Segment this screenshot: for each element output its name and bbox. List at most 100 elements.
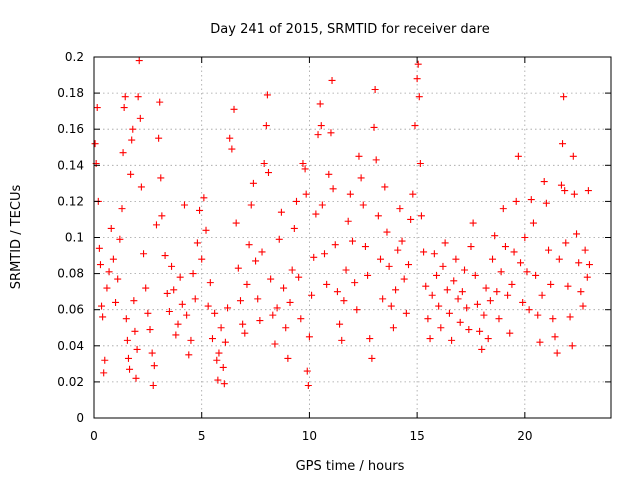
data-point (377, 255, 385, 263)
data-point (174, 320, 182, 328)
data-point (433, 271, 441, 279)
data-point (191, 295, 199, 303)
data-point (228, 145, 236, 153)
data-point (297, 315, 305, 323)
data-point (202, 226, 210, 234)
data-point (333, 288, 341, 296)
data-point (105, 268, 113, 276)
data-point (196, 206, 204, 214)
data-point (176, 273, 184, 281)
data-point (292, 197, 300, 205)
data-point (471, 271, 479, 279)
data-point (424, 315, 432, 323)
data-point (204, 302, 212, 310)
data-point (577, 288, 585, 296)
data-point (371, 85, 379, 93)
data-point (129, 125, 137, 133)
data-point (158, 212, 166, 220)
data-point (312, 210, 320, 218)
x-tick-label: 0 (90, 429, 98, 443)
x-tick-label: 20 (517, 429, 532, 443)
data-point (200, 194, 208, 202)
data-point (314, 131, 322, 139)
data-point (461, 266, 469, 274)
data-point (374, 212, 382, 220)
data-point (519, 298, 527, 306)
data-point (573, 230, 581, 238)
data-point (379, 295, 387, 303)
data-point (396, 205, 404, 213)
data-point (370, 123, 378, 131)
data-point (91, 140, 99, 148)
data-point (136, 114, 144, 122)
data-point (441, 239, 449, 247)
data-point (344, 217, 352, 225)
data-point (368, 354, 376, 362)
data-point (95, 244, 103, 252)
data-point (140, 250, 148, 258)
data-point (305, 333, 313, 341)
data-point (456, 318, 464, 326)
data-point (486, 297, 494, 305)
data-point (299, 159, 307, 167)
data-point (555, 255, 563, 263)
data-point (152, 221, 160, 229)
data-point (484, 335, 492, 343)
y-tick-label: 0.14 (57, 158, 84, 172)
data-point (383, 228, 391, 236)
data-point (325, 170, 333, 178)
data-point (426, 335, 434, 343)
data-point (198, 255, 206, 263)
data-point (288, 266, 296, 274)
data-point (361, 243, 369, 251)
data-point (280, 284, 288, 292)
data-point (150, 362, 158, 370)
data-point (538, 291, 546, 299)
data-point (165, 308, 173, 316)
data-point (114, 275, 122, 283)
data-point (534, 311, 542, 319)
data-point (107, 224, 115, 232)
data-point (547, 280, 555, 288)
data-point (135, 57, 143, 65)
data-point (566, 313, 574, 321)
data-point (133, 345, 141, 353)
data-point (463, 304, 471, 312)
data-point (99, 313, 107, 321)
data-point (144, 309, 152, 317)
y-tick-label: 0.06 (57, 303, 84, 317)
data-point (536, 338, 544, 346)
data-point (445, 309, 453, 317)
data-point (413, 75, 421, 83)
data-point (529, 219, 537, 227)
data-point (260, 159, 268, 167)
data-point (398, 237, 406, 245)
data-point (553, 349, 561, 357)
data-point (581, 246, 589, 254)
data-point (510, 248, 518, 256)
data-point (310, 253, 318, 261)
data-point (109, 255, 117, 263)
data-point (256, 317, 264, 325)
data-point (349, 237, 356, 245)
data-point (428, 291, 436, 299)
data-point (128, 136, 136, 144)
data-point (416, 159, 424, 167)
data-point (328, 76, 336, 84)
data-points (91, 57, 593, 390)
data-point (269, 311, 277, 319)
data-point (338, 336, 346, 344)
x-tick-label: 10 (302, 429, 317, 443)
data-point (98, 302, 106, 310)
data-point (132, 374, 140, 382)
data-point (467, 243, 475, 251)
data-point (112, 298, 120, 306)
data-point (557, 181, 565, 189)
data-point (243, 280, 251, 288)
data-point (286, 298, 294, 306)
data-point (172, 331, 180, 339)
data-point (295, 273, 303, 281)
data-point (569, 152, 577, 160)
data-point (545, 246, 553, 254)
data-point (170, 286, 178, 294)
